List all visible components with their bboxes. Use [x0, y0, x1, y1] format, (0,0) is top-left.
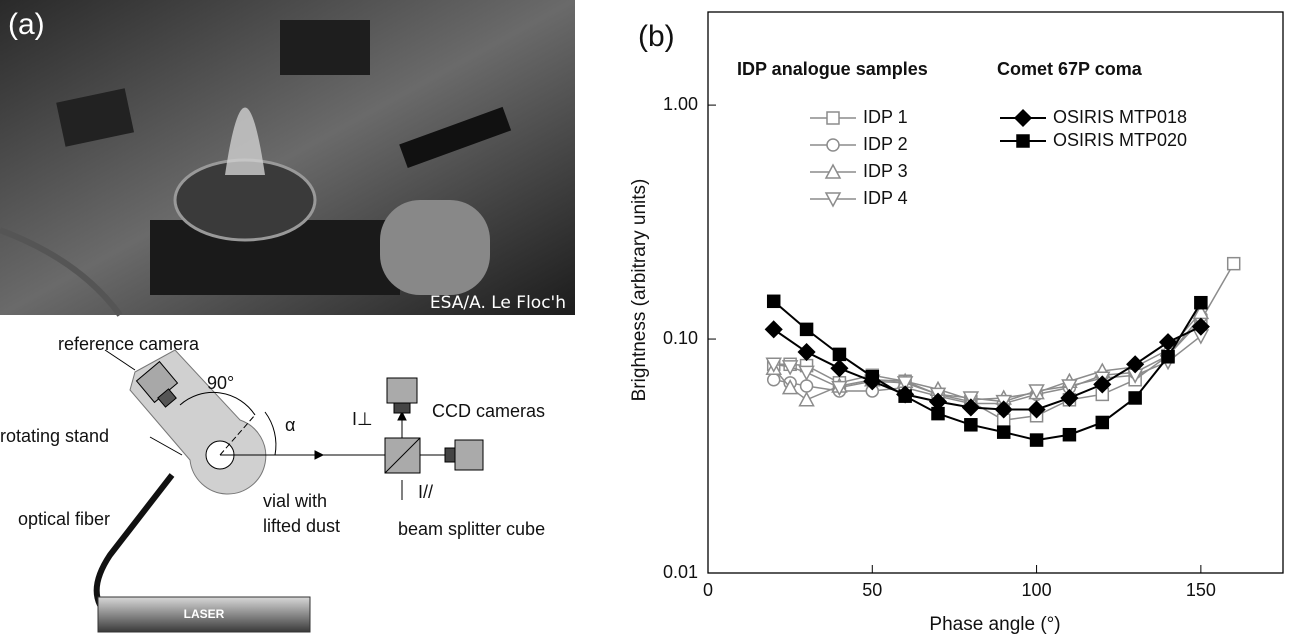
marker [766, 294, 781, 309]
marker [1191, 317, 1210, 336]
marker [1194, 295, 1208, 310]
marker [798, 391, 815, 407]
legend-label: IDP 1 [863, 107, 908, 127]
marker [1161, 350, 1175, 364]
marker [799, 322, 814, 337]
marker [799, 379, 814, 393]
marker [961, 398, 980, 417]
marker [1128, 391, 1142, 405]
legend-label: OSIRIS MTP020 [1053, 130, 1187, 150]
marker [931, 406, 945, 421]
label: rotating stand [0, 426, 109, 446]
marker [1029, 433, 1044, 447]
photo [0, 0, 575, 317]
marker [1028, 384, 1045, 400]
legend-label: IDP 3 [863, 161, 908, 181]
legend-title: Comet 67P coma [997, 59, 1143, 79]
panel-label: (b) [638, 20, 675, 53]
photo-credit: ESA/A. Le Floc'h [430, 293, 566, 313]
laser-label: LASER [184, 607, 225, 621]
marker [766, 372, 781, 387]
marker [1095, 415, 1110, 430]
label: beam splitter cube [398, 519, 545, 539]
legend-marker [1016, 134, 1030, 148]
marker [964, 418, 978, 432]
y-axis-title: Brightness (arbitrary units) [629, 179, 650, 402]
setup-diagram [93, 349, 484, 633]
label: vial with [263, 491, 327, 511]
marker [1226, 256, 1241, 271]
legend-label: IDP 2 [863, 134, 908, 154]
legend-label: IDP 4 [863, 188, 908, 208]
label: α [285, 415, 295, 435]
marker [797, 342, 816, 362]
legend-marker [824, 163, 842, 179]
x-axis-title: Phase angle (°) [929, 614, 1060, 635]
plot-frame [707, 11, 1284, 574]
legend-marker [824, 192, 842, 208]
legend-marker [826, 111, 840, 125]
y-tick-label: 1.00 [663, 94, 698, 114]
legend-label: OSIRIS MTP018 [1053, 107, 1187, 127]
legend-title: IDP analogue samples [737, 59, 928, 79]
x-tick-label: 0 [703, 580, 713, 600]
marker [832, 347, 847, 362]
label: CCD cameras [432, 401, 545, 421]
marker [830, 359, 849, 378]
x-tick-label: 50 [862, 580, 882, 600]
marker [831, 380, 848, 397]
marker [764, 320, 783, 339]
marker [781, 379, 799, 395]
chart: (b) Phase angle (°) Brightness (arbitrar… [629, 11, 1284, 635]
marker [765, 357, 782, 373]
marker [994, 400, 1013, 419]
marker [1061, 379, 1078, 395]
legend-marker [1013, 108, 1033, 128]
marker [1093, 375, 1112, 394]
marker [865, 370, 880, 384]
series-line [773, 263, 1235, 421]
label: I// [418, 482, 433, 502]
marker [1126, 355, 1145, 374]
x-tick-label: 100 [1022, 580, 1052, 600]
label: optical fiber [18, 509, 110, 529]
y-tick-label: 0.10 [663, 328, 698, 348]
marker [1027, 400, 1046, 419]
marker [798, 365, 815, 382]
marker [898, 389, 912, 403]
y-tick-label: 0.01 [663, 562, 698, 582]
panel-label: (a) [8, 8, 45, 41]
label: lifted dust [263, 516, 340, 536]
x-tick-label: 150 [1186, 580, 1216, 600]
marker [1062, 427, 1077, 442]
marker [1060, 388, 1079, 408]
label: reference camera [58, 334, 200, 354]
legend-marker [826, 138, 840, 152]
marker [996, 425, 1011, 439]
marker [781, 360, 799, 376]
marker [896, 376, 914, 392]
label: 90° [207, 373, 234, 393]
label: I⊥ [352, 409, 373, 429]
